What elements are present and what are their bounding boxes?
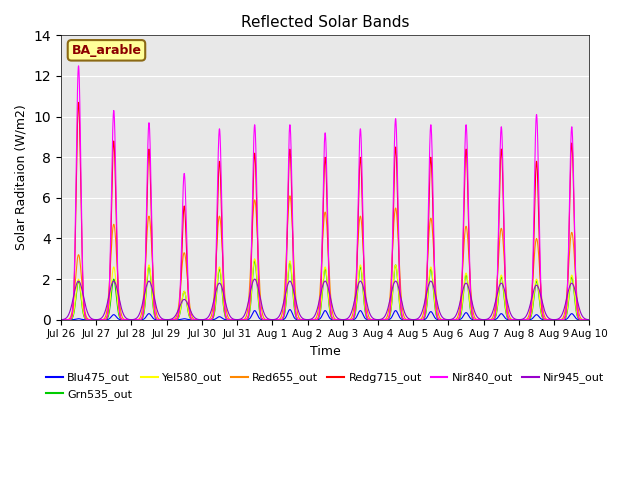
Yel580_out — [251, 256, 259, 262]
Grn535_out — [251, 258, 259, 264]
Nir945_out — [251, 276, 259, 282]
Blu475_out — [170, 317, 178, 323]
Nir945_out — [473, 314, 481, 320]
Red655_out — [170, 316, 178, 322]
Grn535_out — [170, 317, 178, 323]
Blu475_out — [398, 316, 406, 322]
Grn535_out — [255, 302, 262, 308]
Red655_out — [473, 317, 481, 323]
Redg715_out — [398, 313, 406, 319]
Blu475_out — [286, 307, 294, 312]
Line: Nir840_out: Nir840_out — [61, 66, 589, 320]
Yel580_out — [164, 317, 172, 323]
Text: BA_arable: BA_arable — [72, 44, 141, 57]
Redg715_out — [164, 317, 172, 323]
Red655_out — [586, 317, 593, 323]
Nir945_out — [586, 317, 593, 323]
Y-axis label: Solar Raditaion (W/m2): Solar Raditaion (W/m2) — [15, 105, 28, 251]
Redg715_out — [57, 317, 65, 323]
Nir945_out — [164, 317, 172, 323]
Line: Grn535_out: Grn535_out — [61, 261, 589, 320]
Line: Nir945_out: Nir945_out — [61, 279, 589, 320]
Red655_out — [286, 193, 294, 199]
Grn535_out — [584, 317, 591, 323]
Redg715_out — [255, 284, 262, 289]
Yel580_out — [586, 317, 593, 323]
Nir945_out — [255, 288, 262, 294]
Blu475_out — [255, 314, 262, 320]
Nir945_out — [170, 314, 178, 320]
Nir840_out — [255, 278, 262, 284]
Red655_out — [255, 264, 262, 269]
Blu475_out — [586, 317, 593, 323]
Red655_out — [164, 317, 172, 323]
Nir840_out — [586, 317, 593, 323]
Blu475_out — [164, 317, 172, 323]
Legend: Blu475_out, Grn535_out, Yel580_out, Red655_out, Redg715_out, Nir840_out, Nir945_: Blu475_out, Grn535_out, Yel580_out, Red6… — [42, 368, 609, 404]
Grn535_out — [164, 317, 172, 323]
Red655_out — [584, 317, 591, 323]
Nir945_out — [398, 300, 406, 306]
Grn535_out — [473, 317, 481, 323]
Title: Reflected Solar Bands: Reflected Solar Bands — [241, 15, 410, 30]
Line: Redg715_out: Redg715_out — [61, 102, 589, 320]
Blu475_out — [473, 317, 481, 323]
Redg715_out — [170, 317, 178, 323]
Yel580_out — [255, 299, 262, 304]
Line: Red655_out: Red655_out — [61, 196, 589, 320]
Yel580_out — [473, 317, 481, 323]
Red655_out — [398, 301, 406, 307]
Nir945_out — [584, 317, 591, 323]
Blu475_out — [57, 317, 65, 323]
Nir945_out — [57, 317, 65, 323]
Yel580_out — [57, 317, 65, 323]
Line: Yel580_out: Yel580_out — [61, 259, 589, 320]
Nir840_out — [75, 63, 83, 69]
Line: Blu475_out: Blu475_out — [61, 310, 589, 320]
Yel580_out — [398, 314, 406, 320]
Nir840_out — [584, 317, 591, 323]
Grn535_out — [398, 315, 406, 321]
Yel580_out — [170, 317, 178, 323]
Redg715_out — [473, 317, 481, 323]
Redg715_out — [75, 99, 83, 105]
Nir840_out — [398, 312, 406, 318]
Grn535_out — [586, 317, 593, 323]
Redg715_out — [584, 317, 591, 323]
Grn535_out — [57, 317, 65, 323]
X-axis label: Time: Time — [310, 345, 340, 358]
Yel580_out — [584, 317, 591, 323]
Redg715_out — [586, 317, 593, 323]
Nir840_out — [164, 317, 172, 323]
Nir840_out — [473, 317, 481, 323]
Nir840_out — [170, 317, 178, 323]
Red655_out — [57, 317, 65, 323]
Blu475_out — [584, 317, 591, 323]
Nir840_out — [57, 317, 65, 323]
